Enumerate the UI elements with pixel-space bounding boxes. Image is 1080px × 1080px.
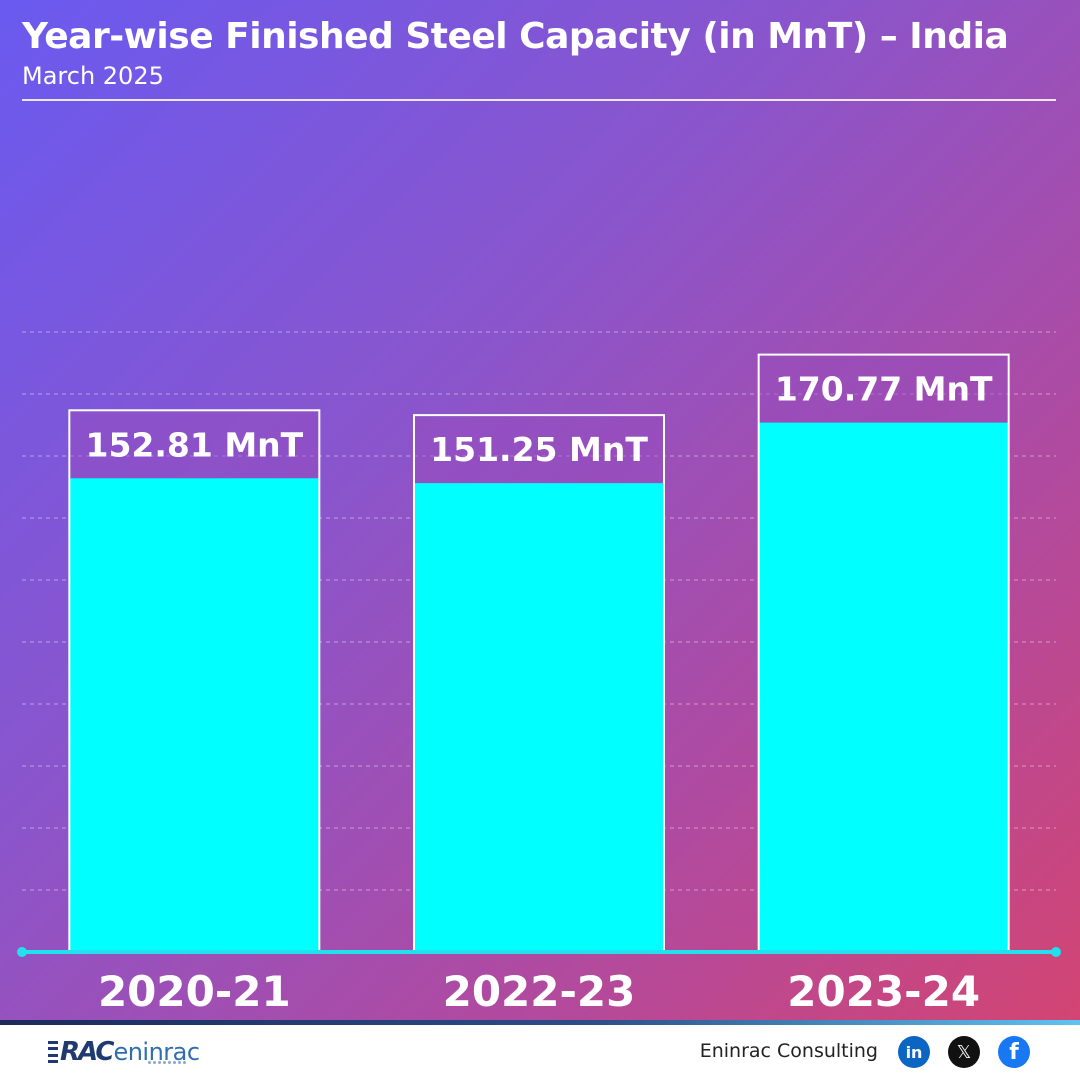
axis-endpoint [1051,947,1061,957]
logo-prefix: RAC [60,1037,114,1067]
facebook-icon[interactable]: f [998,1036,1030,1068]
bar [414,483,664,952]
data-label: 151.25 MnT [430,430,648,469]
data-label: 170.77 MnT [775,370,993,409]
logo-dots [148,1061,186,1064]
title-divider [22,99,1056,101]
bar-label-band [758,354,1009,423]
eninrac-logo: RAC eninrac [48,1036,200,1068]
company-name: Eninrac Consulting [699,1040,878,1062]
axis-endpoint [17,947,27,957]
bar [69,478,320,952]
bar [758,422,1009,952]
chart-subtitle: March 2025 [22,62,164,90]
x-tick-label: 2022-23 [443,967,636,1016]
chart-title: Year-wise Finished Steel Capacity (in Mn… [22,16,1009,57]
footer: RAC eninrac Eninrac Consulting in 𝕏 f [0,1020,1080,1080]
bar-label-band [69,410,320,479]
bar-label-band [414,415,664,484]
bar-chart: 152.81 MnT 2020-21 151.25 MnT 2022-23 170.77… [17,354,1061,1016]
x-tick-label: 2020-21 [98,967,291,1016]
linkedin-icon[interactable]: in [898,1036,930,1068]
logo-bars [48,1041,58,1063]
data-label: 152.81 MnT [85,425,303,464]
footer-accent-bar [0,1020,1080,1025]
x-tick-label: 2023-24 [787,967,980,1016]
x-icon[interactable]: 𝕏 [948,1036,980,1068]
